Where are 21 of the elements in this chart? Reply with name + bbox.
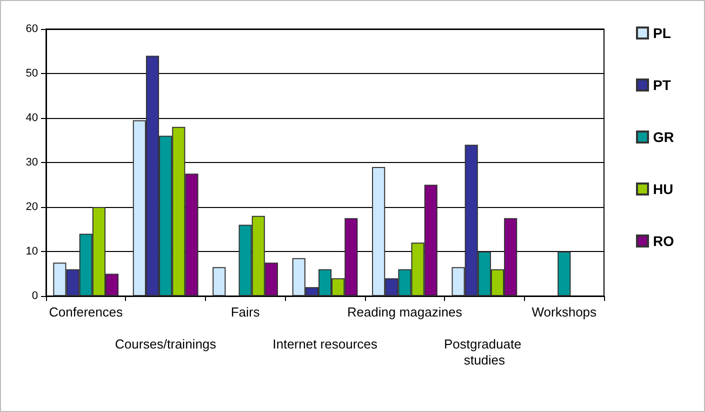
x-tick-label: Conferences: [49, 304, 124, 320]
y-tick-label: 30: [26, 156, 38, 168]
y-tick-label: 60: [26, 23, 38, 35]
y-tick-label: 50: [26, 68, 38, 80]
x-tick-label: Fairs: [230, 304, 260, 320]
legend-label: HU: [653, 181, 674, 197]
x-tick-label: Postgraduate studies: [444, 336, 525, 368]
y-tick-label: 20: [26, 201, 38, 213]
x-tick-label: Courses/trainings: [114, 336, 217, 352]
y-tick-label: 10: [26, 246, 38, 258]
x-tick-label: Reading magazines: [347, 304, 463, 320]
y-tick-label: 0: [32, 290, 38, 302]
legend-label: GR: [653, 129, 674, 145]
bar: [212, 267, 226, 296]
x-tick-label: Workshops: [532, 304, 598, 320]
y-tick-label: 40: [26, 112, 38, 124]
bar: [558, 252, 571, 296]
legend-label: PL: [653, 25, 672, 41]
legend-label: RO: [653, 233, 674, 249]
x-tick-label: Internet resources: [272, 336, 378, 352]
legend-label: PT: [653, 77, 672, 93]
